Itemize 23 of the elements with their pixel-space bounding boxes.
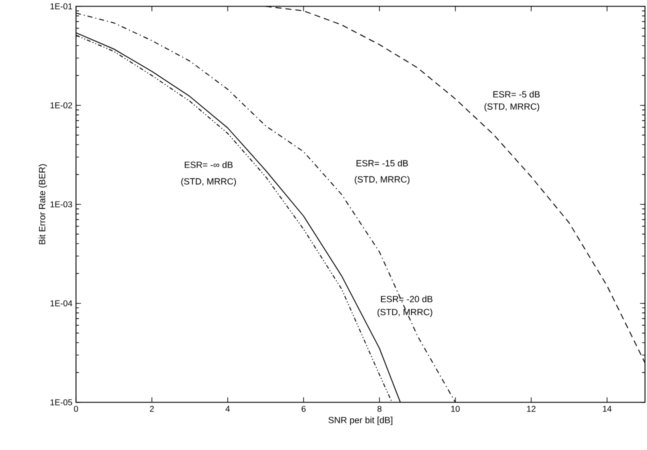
x-tick-label: 12 (527, 406, 536, 412)
y-tick-label: 1E-04 (50, 300, 72, 306)
annotation: ESR= -5 dB (493, 90, 540, 98)
y-tick-label: 1E-05 (50, 399, 72, 406)
annotation: (STD, MRRC) (484, 102, 540, 112)
annotation: ESR= -15 dB (356, 160, 408, 166)
x-tick-label: 6 (302, 406, 306, 412)
y-tick-label: 1E-01 (50, 3, 72, 10)
y-tick-label: 1E-02 (50, 102, 72, 108)
y-axis-title: Bit Error Rate (BER) (38, 164, 48, 244)
x-tick-label: 0 (74, 406, 78, 412)
x-tick-label: 2 (150, 406, 154, 412)
x-tick-label: 4 (226, 406, 230, 412)
x-axis-title: SNR per bit [dB] (328, 416, 392, 425)
x-tick-label: 14 (602, 406, 612, 412)
annotation: (STD, MRRC) (181, 178, 236, 186)
annotation: (STD, MRRC) (354, 176, 410, 184)
y-tick-label: 1E-03 (50, 201, 72, 208)
x-tick-label: 10 (451, 406, 460, 412)
annotation: ESR= -∞ dB (184, 161, 233, 168)
annotation: ESR= -20 dB (381, 296, 432, 302)
x-tick-label: 8 (377, 406, 382, 412)
annotation: (STD, MRRC) (378, 308, 432, 317)
